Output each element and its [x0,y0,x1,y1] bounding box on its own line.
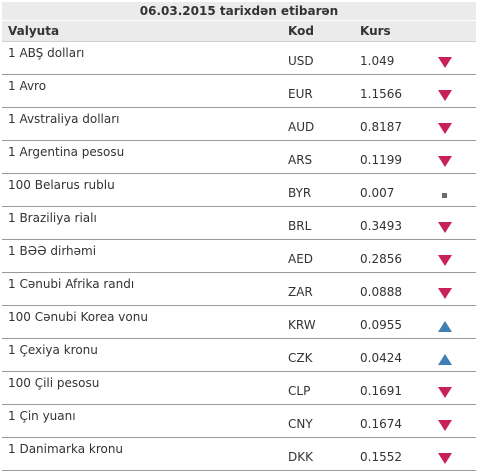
currency-name: 1 Braziliya rialı [8,211,97,225]
currency-name: 1 Çin yuanı [8,409,76,423]
currency-code: EUR [288,87,313,101]
currency-column-header: Valyuta [8,24,60,38]
currency-rate: 0.0424 [360,351,402,365]
currency-name: 100 Belarus rublu [8,178,115,192]
currency-name: 1 Avstraliya dolları [8,112,120,126]
down-icon [438,90,452,101]
currency-rate: 0.2856 [360,252,402,266]
currency-rate: 0.3493 [360,219,402,233]
table-row: 1 Çin yuanı CNY 0.1674 [2,405,476,438]
table-row: 1 BƏƏ dirhəmi AED 0.2856 [2,240,476,273]
currency-rate: 0.0888 [360,285,402,299]
currency-code: DKK [288,450,313,464]
currency-code: CNY [288,417,313,431]
up-icon [438,354,452,365]
currency-name: 100 Cənubi Korea vonu [8,310,148,324]
table-row: 1 Cənubi Afrika randı ZAR 0.0888 [2,273,476,306]
currency-code: ZAR [288,285,313,299]
currency-rate: 0.1691 [360,384,402,398]
table-row: 1 Braziliya rialı BRL 0.3493 [2,207,476,240]
rate-column-header: Kurs [360,24,391,38]
table-title: 06.03.2015 tarixdən etibarən [2,2,476,21]
currency-rate: 0.0955 [360,318,402,332]
down-icon [438,387,452,398]
currency-rate: 1.049 [360,54,395,68]
table-row: 1 Avstraliya dolları AUD 0.8187 [2,108,476,141]
table-header: Valyuta Kod Kurs [2,21,476,42]
currency-name: 1 Avro [8,79,47,93]
currency-name: 1 BƏƏ dirhəmi [8,244,97,258]
currency-name: 100 Çili pesosu [8,376,100,390]
table-row: 1 ABŞ dolları USD 1.049 [2,42,476,75]
down-icon [438,57,452,68]
table-body: 1 ABŞ dolları USD 1.049 1 Avro EUR 1.1566 1 Av… [2,42,476,471]
currency-rate: 0.8187 [360,120,402,134]
no-change-icon [442,193,447,198]
down-icon [438,420,452,431]
down-icon [438,222,452,233]
up-icon [438,321,452,332]
table-row: 1 Çexiya kronu CZK 0.0424 [2,339,476,372]
currency-name: 1 Cənubi Afrika randı [8,277,135,291]
table-row: 1 Danimarka kronu DKK 0.1552 [2,438,476,471]
currency-code: USD [288,54,314,68]
currency-name: 1 Çexiya kronu [8,343,98,357]
currency-name: 1 ABŞ dolları [8,46,85,60]
currency-code: ARS [288,153,313,167]
down-icon [438,156,452,167]
currency-code: AUD [288,120,315,134]
currency-rate: 0.1674 [360,417,402,431]
currency-code: BYR [288,186,312,200]
currency-code: AED [288,252,314,266]
currency-code: BRL [288,219,312,233]
code-column-header: Kod [288,24,314,38]
currency-rate: 0.1199 [360,153,402,167]
down-icon [438,288,452,299]
currency-rate: 0.1552 [360,450,402,464]
down-icon [438,453,452,464]
table-row: 100 Cənubi Korea vonu KRW 0.0955 [2,306,476,339]
table-row: 1 Avro EUR 1.1566 [2,75,476,108]
currency-code: CZK [288,351,313,365]
currency-rate: 1.1566 [360,87,402,101]
down-icon [438,255,452,266]
down-icon [438,123,452,134]
currency-code: KRW [288,318,316,332]
table-row: 100 Belarus rublu BYR 0.007 [2,174,476,207]
currency-name: 1 Danimarka kronu [8,442,124,456]
table-row: 100 Çili pesosu CLP 0.1691 [2,372,476,405]
currency-rate: 0.007 [360,186,395,200]
currency-code: CLP [288,384,311,398]
currency-name: 1 Argentina pesosu [8,145,125,159]
table-row: 1 Argentina pesosu ARS 0.1199 [2,141,476,174]
